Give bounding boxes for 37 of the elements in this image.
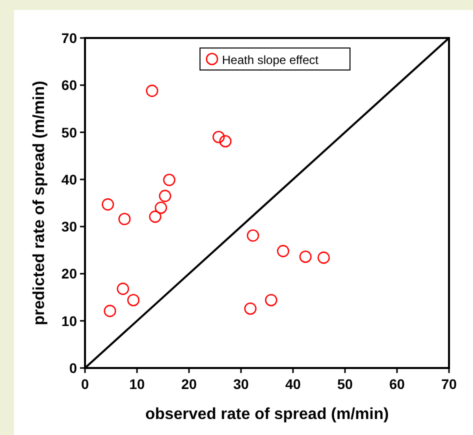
x-tick-label: 70 [441, 376, 457, 392]
x-tick-label: 50 [337, 376, 353, 392]
point [265, 294, 278, 306]
x-axis-title: observed rate of spread (m/min) [145, 406, 389, 423]
point [118, 212, 131, 226]
x-tick-label: 10 [129, 376, 145, 392]
point [104, 304, 116, 318]
x-tick-label: 60 [389, 376, 405, 392]
point [146, 84, 158, 97]
point [219, 135, 232, 148]
x-tick-label: 20 [181, 376, 197, 392]
y-tick-label: 70 [61, 30, 78, 46]
point [246, 229, 260, 242]
point [154, 202, 168, 214]
point [318, 252, 330, 264]
x-tick-label: 40 [285, 376, 301, 392]
y-tick-label: 0 [69, 360, 78, 376]
point [276, 244, 290, 258]
y-tick-label: 30 [61, 218, 78, 235]
point [116, 282, 130, 295]
point [212, 130, 225, 144]
point [127, 294, 140, 306]
x-tick-label: 30 [233, 376, 249, 392]
legend-label: Heath slope effect [222, 53, 320, 67]
point [163, 174, 176, 186]
point [244, 302, 257, 315]
y-axis-title: predicted rate of spread (m/min) [31, 80, 48, 326]
y-tick-label: 60 [61, 77, 78, 94]
y-tick-label: 40 [61, 171, 78, 188]
x-tick-label: 0 [81, 376, 90, 392]
y-tick-label: 20 [61, 266, 78, 282]
point [149, 210, 162, 223]
y-tick-label: 50 [61, 124, 78, 140]
point [299, 250, 312, 263]
point [102, 198, 114, 211]
y-tick-label: 10 [61, 312, 78, 329]
point [158, 190, 172, 202]
